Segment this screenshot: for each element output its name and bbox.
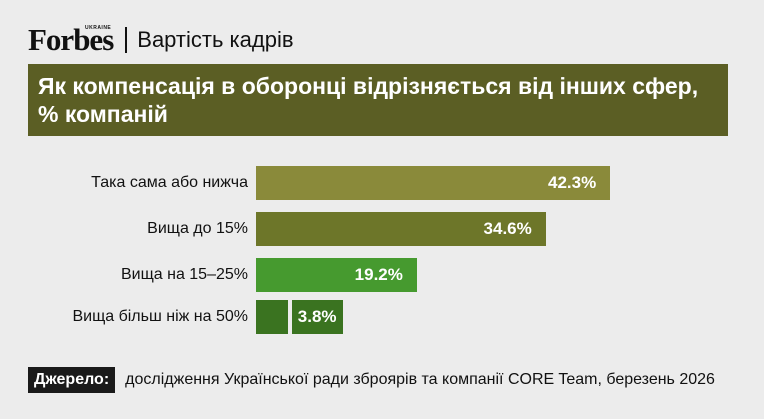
category-label: Вища до 15% <box>147 220 248 237</box>
bar <box>256 166 610 200</box>
source-label: Джерело: <box>28 367 116 393</box>
header: Forbes UKRAINE Вартість кадрів <box>28 22 294 58</box>
header-divider <box>125 27 128 53</box>
logo-subtitle: UKRAINE <box>84 25 112 31</box>
bar-row: Така сама або нижча 42.3% <box>28 166 728 200</box>
source-text: дослідження Української ради зброярів та… <box>125 371 715 388</box>
value-label: 3.8% <box>291 300 343 334</box>
logo-text: Forbes <box>28 22 114 57</box>
bar-row: Вища на 15–25% 19.2% <box>28 258 728 292</box>
bar <box>256 212 546 246</box>
section-title: Вартість кадрів <box>137 27 294 52</box>
value-label: 19.2% <box>354 265 403 284</box>
value-label: 42.3% <box>548 173 597 192</box>
chart-title-box: Як компенсація в оборонці відрізняється … <box>28 64 728 136</box>
value-label: 34.6% <box>483 219 532 238</box>
bar <box>256 300 288 334</box>
category-label: Така сама або нижча <box>91 174 248 191</box>
category-label: Вища на 15–25% <box>120 266 248 283</box>
bar <box>256 258 417 292</box>
forbes-logo: Forbes UKRAINE <box>28 22 114 58</box>
category-label: Вища більш ніж на 50% <box>72 308 248 325</box>
bar-row: Вища до 15% 34.6% <box>28 212 728 246</box>
bar-row: Вища більш ніж на 50% 3.8% <box>28 300 728 334</box>
chart-title: Як компенсація в оборонці відрізняється … <box>38 73 699 127</box>
source: Джерело: дослідження Української ради зб… <box>28 366 715 394</box>
